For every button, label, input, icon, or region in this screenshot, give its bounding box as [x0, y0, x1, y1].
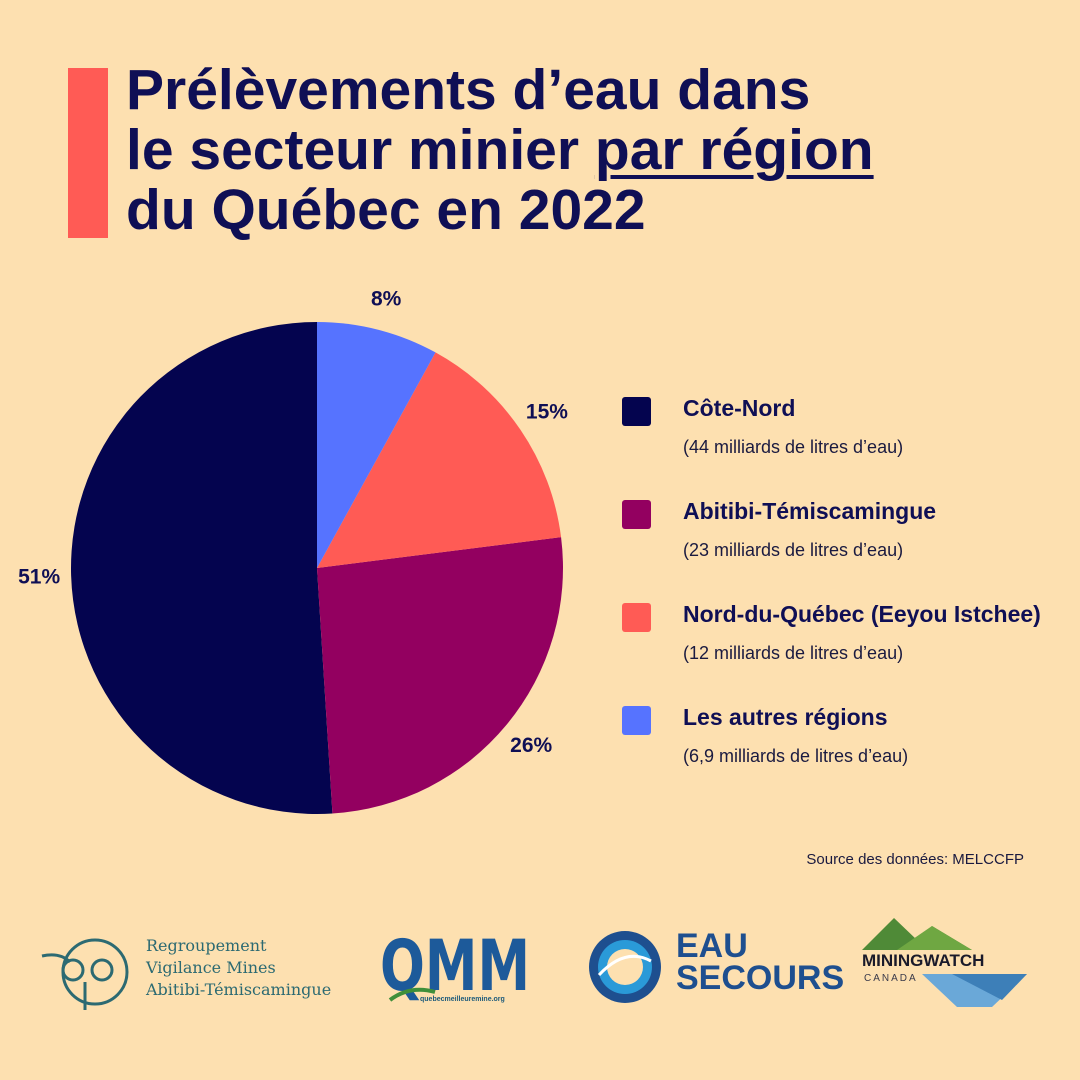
chart-legend: Côte-Nord (44 milliards de litres d’eau)… [622, 395, 1072, 807]
legend-item-nord-du-quebec: Nord-du-Québec (Eeyou Istchee) (12 milli… [622, 601, 1072, 704]
eau-secours-wave-icon [589, 931, 661, 1003]
pie-slice-2 [317, 352, 562, 568]
legend-label: Côte-Nord [683, 395, 796, 421]
rvm-line-3: Abitibi-Témiscamingue [146, 980, 332, 999]
rvm-line-1: Regroupement [146, 936, 267, 955]
rvm-owl-logo-icon [41, 938, 129, 1010]
rvm-logo-text: Regroupement Vigilance Mines Abitibi-Tém… [146, 935, 331, 1001]
legend-swatch-autres-regions [622, 706, 651, 735]
legend-detail: (44 milliards de litres d’eau) [683, 437, 904, 457]
legend-label: Nord-du-Québec (Eeyou Istchee) [683, 601, 1041, 627]
data-source-note: Source des données: MELCCFP [806, 851, 1024, 868]
legend-detail: (23 milliards de litres d’eau) [683, 540, 904, 560]
legend-swatch-nord-du-quebec [622, 603, 651, 632]
legend-swatch-cote-nord [622, 397, 651, 426]
title-underlined-par-region: par région [594, 118, 874, 182]
eau-line-1: EAU [676, 927, 748, 965]
pie-label-1: 26% [510, 734, 552, 757]
title-accent-bar [68, 68, 108, 238]
legend-item-cote-nord: Côte-Nord (44 milliards de litres d’eau) [622, 395, 1072, 498]
title-line-2: le secteur minier par région [126, 120, 874, 180]
legend-label: Abitibi-Témiscamingue [683, 498, 937, 524]
qmm-logo-url: quebecmeilleuremine.org [420, 996, 505, 1003]
title-line-1: Prélèvements d’eau dans [126, 58, 811, 122]
pie-label-0: 51% [18, 566, 60, 589]
miningwatch-logo-text: MININGWATCH [862, 951, 985, 970]
rvm-line-2: Vigilance Mines [146, 958, 276, 977]
pie-label-2: 15% [526, 401, 568, 424]
pie-slice-3 [317, 322, 436, 568]
miningwatch-logo-sub: CANADA [864, 973, 918, 984]
legend-detail: (12 milliards de litres d’eau) [683, 643, 904, 663]
legend-item-abitibi: Abitibi-Témiscamingue (23 milliards de l… [622, 498, 1072, 601]
pie-slice-1 [317, 537, 564, 814]
pie-label-3: 8% [371, 288, 402, 311]
title-line-2-pre: le secteur minier [126, 118, 595, 182]
legend-detail: (6,9 milliards de litres d’eau) [683, 746, 909, 766]
legend-swatch-abitibi [622, 500, 651, 529]
page-title: Prélèvements d’eau dans le secteur minie… [126, 60, 874, 240]
miningwatch-mountains-icon [862, 918, 1027, 1007]
eau-line-2: SECOURS [676, 959, 845, 997]
legend-label: Les autres régions [683, 704, 888, 730]
legend-item-autres-regions: Les autres régions (6,9 milliards de lit… [622, 704, 1072, 807]
pie-chart: 51% 26% 15% 8% [18, 288, 568, 815]
title-line-3: du Québec en 2022 [126, 178, 646, 242]
pie-slice-0 [70, 322, 333, 815]
qmm-logo-icon: QMM [380, 930, 530, 1007]
eau-secours-logo-text: EAU SECOURS [676, 927, 845, 997]
